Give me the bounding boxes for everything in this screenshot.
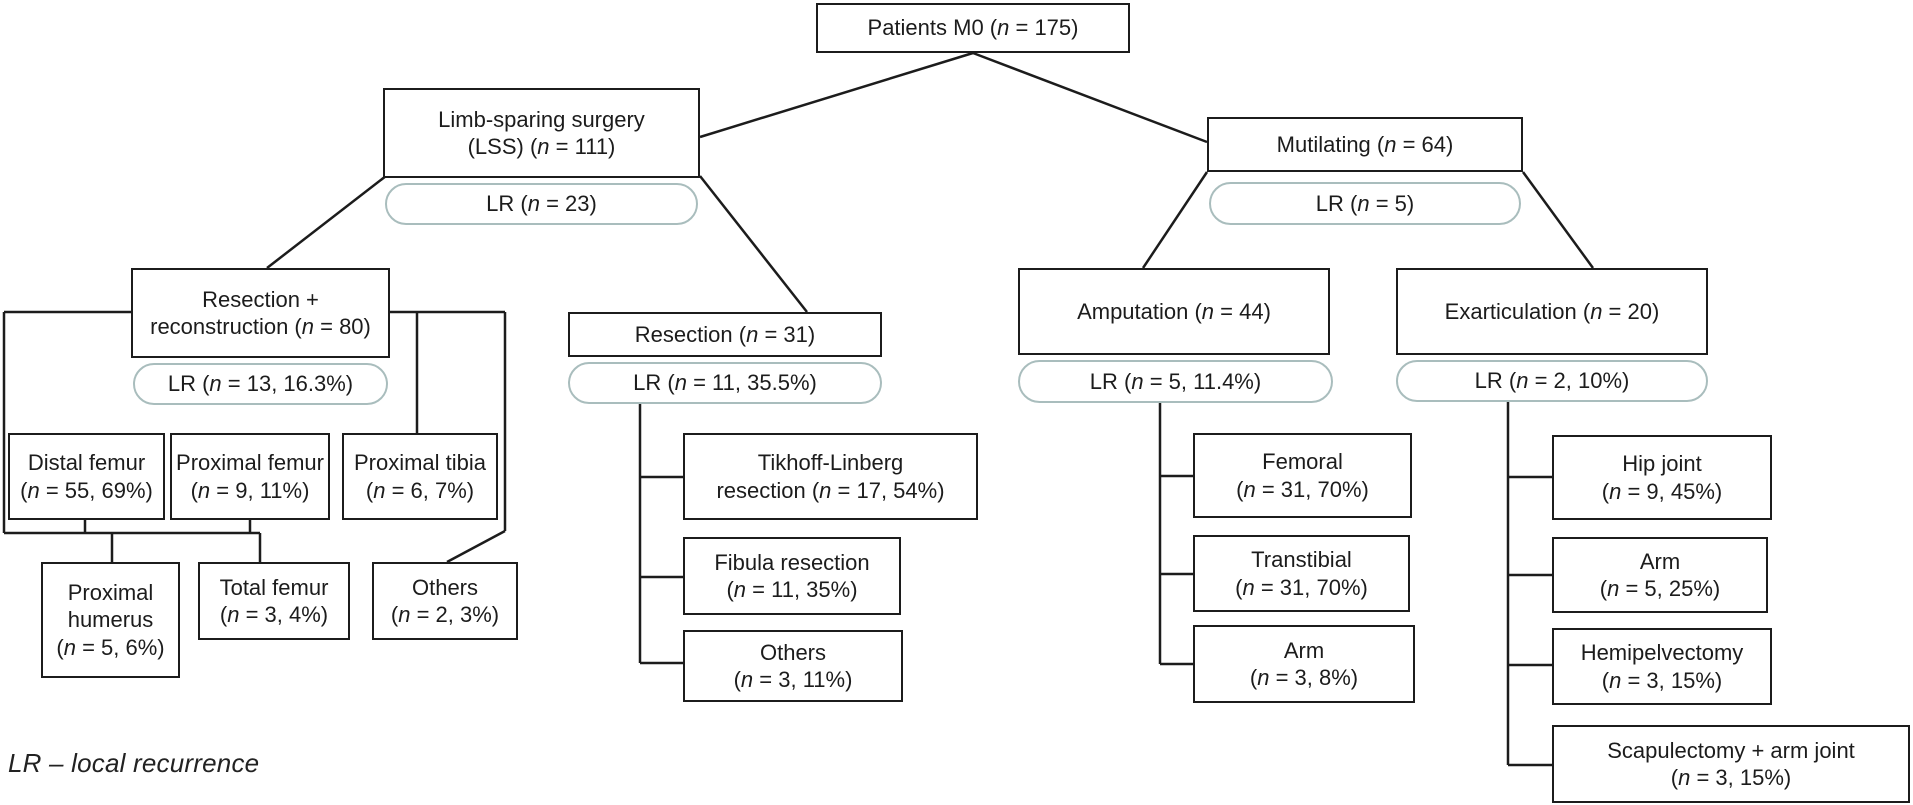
node-hip-joint: Hip joint (n = 9, 45%): [1552, 435, 1772, 520]
node-femoral-line1: Femoral: [1262, 449, 1343, 474]
node-hemipelvectomy-line2: (n = 3, 15%): [1601, 667, 1723, 693]
pill-lr-amputation-label: LR (n = 5, 11.4%): [1089, 368, 1262, 394]
connectors: [2, 51, 1595, 767]
node-rr-label-line2: reconstruction (n = 80): [150, 314, 371, 339]
node-arm-amputation: Arm (n = 3, 8%): [1193, 625, 1415, 703]
node-proximal-femur-line2: (n = 9, 11%): [190, 477, 310, 503]
node-proximal-humerus-line3: (n = 5, 6%): [56, 634, 165, 660]
node-limb-sparing-surgery: Limb-sparing surgery (LSS) (n = 111): [383, 88, 700, 178]
node-transtibial-line2: (n = 31, 70%): [1235, 574, 1368, 600]
node-mutilating-label: Mutilating (n = 64): [1276, 131, 1454, 157]
node-proximal-humerus-line1: Proximal: [67, 579, 154, 605]
node-total-femur-line1: Total femur: [219, 574, 329, 600]
pill-lr-exarticulation: LR (n = 2, 10%): [1396, 360, 1708, 402]
pill-lr-resection: LR (n = 11, 35.5%): [568, 362, 882, 404]
node-arm-amputation-line1: Arm: [1283, 637, 1325, 663]
pill-lr-exarticulation-label: LR (n = 2, 10%): [1474, 368, 1630, 393]
node-lss-label-line1: Limb-sparing surgery: [438, 106, 645, 132]
node-resection: Resection (n = 31): [568, 312, 882, 357]
node-resection-reconstruction: Resection + reconstruction (n = 80): [131, 268, 390, 358]
node-proximal-femur: Proximal femur (n = 9, 11%): [170, 433, 330, 520]
pill-lr-mutilating-label: LR (n = 5): [1315, 190, 1415, 216]
node-proximal-humerus-line2: humerus: [67, 607, 154, 633]
pill-lr-amputation: LR (n = 5, 11.4%): [1018, 360, 1333, 403]
node-exarticulation-label: Exarticulation (n = 20): [1444, 298, 1660, 324]
node-proximal-tibia: Proximal tibia (n = 6, 7%): [342, 433, 498, 520]
pill-lr-lss: LR (n = 23): [385, 183, 698, 225]
node-hemipelvectomy: Hemipelvectomy (n = 3, 15%): [1552, 628, 1772, 705]
node-tikhoff-line1: Tikhoff-Linberg: [757, 450, 904, 475]
node-arm-amputation-line2: (n = 3, 8%): [1249, 665, 1359, 690]
node-patients-m0: Patients M0 (n = 175): [816, 3, 1130, 53]
node-hip-joint-line1: Hip joint: [1622, 451, 1702, 476]
node-amputation-label: Amputation (n = 44): [1077, 298, 1271, 324]
node-arm-exarticulation: Arm (n = 5, 25%): [1552, 537, 1768, 613]
legend-footnote: LR – local recurrence: [8, 748, 260, 778]
pill-lr-rr-label: LR (n = 13, 16.3%): [167, 371, 354, 396]
node-distal-femur: Distal femur (n = 55, 69%): [8, 433, 165, 520]
node-arm-exarticulation-line1: Arm: [1639, 548, 1681, 574]
node-hemipelvectomy-line1: Hemipelvectomy: [1580, 640, 1744, 665]
node-proximal-femur-line1: Proximal femur: [176, 450, 324, 475]
pill-lr-lss-label: LR (n = 23): [486, 191, 597, 216]
pill-lr-mutilating: LR (n = 5): [1209, 182, 1521, 225]
pill-lr-resection-reconstruction: LR (n = 13, 16.3%): [133, 363, 388, 405]
node-fibula-line1: Fibula resection: [714, 549, 870, 575]
node-femoral-line2: (n = 31, 70%): [1236, 476, 1369, 502]
node-proximal-tibia-line1: Proximal tibia: [353, 450, 487, 475]
node-others-reconstruction-line1: Others: [411, 574, 479, 600]
node-others-resection: Others (n = 3, 11%): [683, 630, 903, 702]
node-rr-label-line1: Resection +: [202, 286, 319, 312]
node-total-femur: Total femur (n = 3, 4%): [198, 562, 350, 640]
node-lss-label-line2: (LSS) (n = 111): [467, 134, 616, 159]
node-others-resection-line1: Others: [759, 639, 827, 665]
pill-lr-resection-label: LR (n = 11, 35.5%): [633, 370, 817, 395]
node-tikhoff-line2: resection (n = 17, 54%): [716, 477, 945, 503]
node-distal-femur-line1: Distal femur: [27, 450, 146, 475]
node-tikhoff-linberg: Tikhoff-Linberg resection (n = 17, 54%): [683, 433, 978, 520]
node-mutilating: Mutilating (n = 64): [1207, 117, 1523, 172]
node-exarticulation: Exarticulation (n = 20): [1396, 268, 1708, 355]
node-arm-exarticulation-line2: (n = 5, 25%): [1599, 576, 1721, 601]
node-fibula-line2: (n = 11, 35%): [726, 577, 858, 602]
node-transtibial-line1: Transtibial: [1251, 547, 1352, 572]
node-scapulectomy-arm-joint: Scapulectomy + arm joint (n = 3, 15%): [1552, 725, 1910, 803]
node-amputation: Amputation (n = 44): [1018, 268, 1330, 355]
node-fibula-resection: Fibula resection (n = 11, 35%): [683, 537, 901, 615]
node-others-reconstruction-line2: (n = 2, 3%): [390, 602, 500, 627]
node-others-reconstruction: Others (n = 2, 3%): [372, 562, 518, 640]
node-distal-femur-line2: (n = 55, 69%): [20, 477, 153, 503]
node-resection-label: Resection (n = 31): [634, 321, 816, 347]
node-hip-joint-line2: (n = 9, 45%): [1601, 478, 1723, 504]
node-scapulectomy-line1: Scapulectomy + arm joint: [1607, 737, 1855, 763]
node-proximal-humerus: Proximal humerus (n = 5, 6%): [41, 562, 180, 678]
node-patients-m0-label: Patients M0 (n = 175): [867, 15, 1079, 41]
node-femoral: Femoral (n = 31, 70%): [1193, 433, 1412, 518]
node-scapulectomy-line2: (n = 3, 15%): [1670, 765, 1792, 790]
node-transtibial: Transtibial (n = 31, 70%): [1193, 535, 1410, 612]
node-others-resection-line2: (n = 3, 11%): [733, 667, 853, 692]
node-proximal-tibia-line2: (n = 6, 7%): [365, 477, 475, 503]
node-total-femur-line2: (n = 3, 4%): [219, 602, 329, 627]
